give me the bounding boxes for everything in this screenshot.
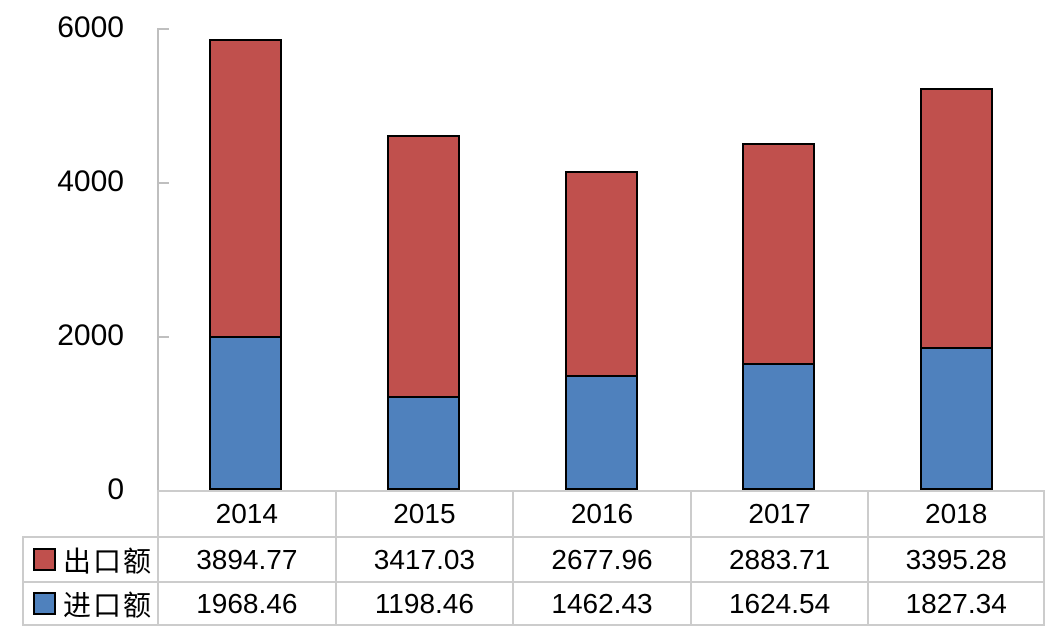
bar-2017 bbox=[742, 143, 815, 490]
bar-segment-import-2016 bbox=[567, 375, 636, 488]
bar-2015 bbox=[387, 135, 460, 490]
category-cell-2015: 2015 bbox=[334, 492, 513, 536]
export-value-2018: 3395.28 bbox=[867, 538, 1045, 581]
y-axis-label-6000: 6000 bbox=[57, 11, 124, 44]
legend-swatch-import-icon bbox=[33, 592, 56, 615]
category-cell-2016: 2016 bbox=[512, 492, 690, 536]
import-value-2016: 1462.43 bbox=[512, 583, 690, 624]
y-axis-label-2000: 2000 bbox=[57, 319, 124, 352]
import-value-2014: 1968.46 bbox=[157, 583, 335, 624]
export-value-2016: 2677.96 bbox=[512, 538, 690, 581]
y-axis-line bbox=[157, 28, 159, 490]
import-value-2018: 1827.34 bbox=[867, 583, 1045, 624]
export-data-row: 出口额 3894.77 3417.03 2677.96 2883.71 3395… bbox=[22, 536, 1045, 581]
bar-segment-import-2017 bbox=[744, 363, 813, 488]
bar-segment-import-2015 bbox=[389, 396, 458, 488]
bar-2018 bbox=[920, 88, 993, 490]
category-row: 2014 2015 2016 2017 2018 bbox=[157, 490, 1045, 536]
import-legend-cell: 进口额 bbox=[22, 583, 157, 624]
y-axis-tick bbox=[157, 336, 169, 338]
export-value-2015: 3417.03 bbox=[334, 538, 513, 581]
import-data-row: 进口额 1968.46 1198.46 1462.43 1624.54 1827… bbox=[22, 581, 1045, 626]
export-legend-cell: 出口额 bbox=[22, 538, 157, 581]
export-value-2014: 3894.77 bbox=[157, 538, 335, 581]
y-axis-label-4000: 4000 bbox=[57, 165, 124, 198]
import-series-label: 进口额 bbox=[63, 589, 154, 621]
export-series-label: 出口额 bbox=[63, 545, 154, 577]
category-cell-2018: 2018 bbox=[867, 492, 1045, 536]
bar-2014 bbox=[209, 39, 282, 490]
bar-2016 bbox=[565, 171, 638, 490]
y-axis-tick bbox=[157, 182, 169, 184]
export-value-2017: 2883.71 bbox=[689, 538, 868, 581]
bar-segment-import-2018 bbox=[922, 347, 991, 488]
bar-segment-import-2014 bbox=[211, 336, 280, 488]
legend-swatch-export-icon bbox=[33, 548, 56, 571]
import-value-2017: 1624.54 bbox=[689, 583, 868, 624]
category-cell-2017: 2017 bbox=[689, 492, 868, 536]
y-axis-label-0: 0 bbox=[107, 473, 124, 506]
import-value-2015: 1198.46 bbox=[334, 583, 513, 624]
y-axis-tick bbox=[157, 28, 169, 30]
category-cell-2014: 2014 bbox=[157, 492, 335, 536]
